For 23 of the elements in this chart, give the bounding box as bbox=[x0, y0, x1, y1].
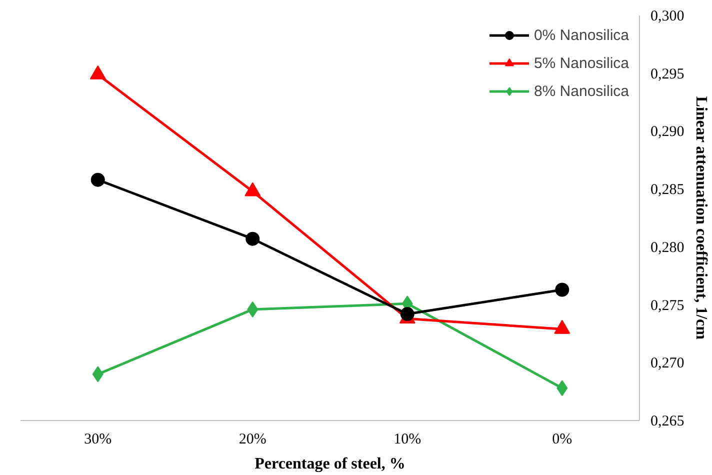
x-axis-title: Percentage of steel, % bbox=[254, 456, 406, 472]
point bbox=[400, 307, 414, 322]
point bbox=[90, 65, 106, 80]
y-tick-label: 0,300 bbox=[650, 8, 684, 24]
legend-label: 8% Nanosilica bbox=[534, 82, 629, 100]
y-tick-label: 0,290 bbox=[650, 124, 684, 140]
y-axis-title: Linear attenuation coefficient, 1/cm bbox=[692, 96, 710, 340]
x-tick-label: 20% bbox=[238, 432, 266, 448]
y-tick-label: 0,265 bbox=[650, 414, 684, 430]
y-tick-label: 0,270 bbox=[650, 356, 684, 372]
point bbox=[244, 182, 261, 196]
x-tick-label: 30% bbox=[84, 432, 112, 448]
point bbox=[555, 282, 570, 297]
y-tick-label: 0,285 bbox=[650, 182, 684, 198]
x-tick-label: 0% bbox=[552, 432, 572, 448]
point bbox=[246, 232, 260, 246]
y-tick-label: 0,280 bbox=[650, 240, 684, 256]
legend-label: 5% Nanosilica bbox=[534, 54, 629, 72]
y-tick-label: 0,275 bbox=[650, 298, 684, 314]
legend-label: 0% Nanosilica bbox=[534, 26, 629, 44]
x-tick-label: 10% bbox=[394, 432, 422, 448]
y-tick-label: 0,295 bbox=[650, 66, 684, 82]
point bbox=[90, 172, 105, 187]
